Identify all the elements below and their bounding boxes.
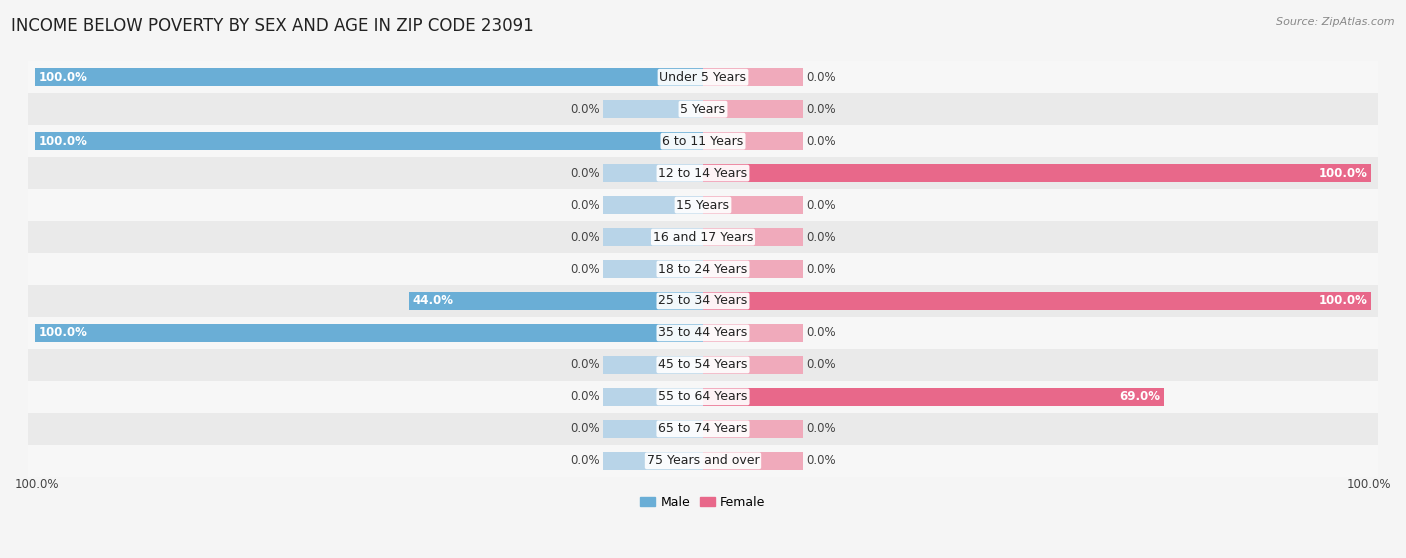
Bar [603, 164, 703, 182]
Text: 25 to 34 Years: 25 to 34 Years [658, 295, 748, 307]
Bar [28, 381, 1378, 413]
Text: 45 to 54 Years: 45 to 54 Years [658, 358, 748, 372]
Text: 18 to 24 Years: 18 to 24 Years [658, 262, 748, 276]
Bar [703, 228, 803, 246]
Bar [28, 61, 1378, 93]
Bar [603, 132, 703, 150]
Bar [603, 228, 703, 246]
Bar [603, 388, 703, 406]
Bar [603, 69, 703, 86]
Text: 65 to 74 Years: 65 to 74 Years [658, 422, 748, 435]
Bar [28, 221, 1378, 253]
Bar [703, 388, 1164, 406]
Text: 0.0%: 0.0% [807, 454, 837, 467]
Bar [35, 69, 703, 86]
Bar [35, 132, 703, 150]
Text: 0.0%: 0.0% [569, 262, 599, 276]
Text: 0.0%: 0.0% [569, 167, 599, 180]
Bar [703, 388, 803, 406]
Text: 0.0%: 0.0% [807, 262, 837, 276]
Text: 100.0%: 100.0% [1319, 295, 1368, 307]
Bar [28, 285, 1378, 317]
Bar [28, 413, 1378, 445]
Bar [703, 164, 1371, 182]
Text: 55 to 64 Years: 55 to 64 Years [658, 391, 748, 403]
Text: 100.0%: 100.0% [38, 326, 87, 339]
Text: 100.0%: 100.0% [38, 71, 87, 84]
Text: 0.0%: 0.0% [569, 422, 599, 435]
Bar [703, 292, 803, 310]
Text: 6 to 11 Years: 6 to 11 Years [662, 134, 744, 148]
Bar [603, 356, 703, 374]
Bar [28, 317, 1378, 349]
Bar [28, 445, 1378, 477]
Bar [703, 260, 803, 278]
Bar [703, 100, 803, 118]
Bar [603, 324, 703, 341]
Bar [28, 157, 1378, 189]
Text: 100.0%: 100.0% [38, 134, 87, 148]
Text: 0.0%: 0.0% [807, 199, 837, 211]
Bar [703, 452, 803, 470]
Text: 0.0%: 0.0% [569, 230, 599, 243]
Bar [703, 69, 803, 86]
Text: 15 Years: 15 Years [676, 199, 730, 211]
Text: 100.0%: 100.0% [15, 478, 59, 492]
Bar [703, 292, 1371, 310]
Text: Under 5 Years: Under 5 Years [659, 71, 747, 84]
Bar [28, 189, 1378, 221]
Bar [28, 93, 1378, 125]
Text: 0.0%: 0.0% [807, 103, 837, 116]
Bar [28, 125, 1378, 157]
Text: 16 and 17 Years: 16 and 17 Years [652, 230, 754, 243]
Text: 0.0%: 0.0% [807, 422, 837, 435]
Text: 0.0%: 0.0% [569, 454, 599, 467]
Text: 35 to 44 Years: 35 to 44 Years [658, 326, 748, 339]
Text: 0.0%: 0.0% [569, 199, 599, 211]
Bar [28, 349, 1378, 381]
Text: 100.0%: 100.0% [1319, 167, 1368, 180]
Bar [703, 132, 803, 150]
Legend: Male, Female: Male, Female [636, 491, 770, 514]
Bar [703, 164, 803, 182]
Bar [703, 196, 803, 214]
Text: 44.0%: 44.0% [412, 295, 454, 307]
Bar [703, 356, 803, 374]
Text: 0.0%: 0.0% [569, 391, 599, 403]
Bar [703, 420, 803, 437]
Text: 12 to 14 Years: 12 to 14 Years [658, 167, 748, 180]
Text: 5 Years: 5 Years [681, 103, 725, 116]
Text: 0.0%: 0.0% [807, 358, 837, 372]
Text: 0.0%: 0.0% [807, 230, 837, 243]
Bar [703, 324, 803, 341]
Text: Source: ZipAtlas.com: Source: ZipAtlas.com [1277, 17, 1395, 27]
Text: 100.0%: 100.0% [1347, 478, 1391, 492]
Text: 0.0%: 0.0% [569, 358, 599, 372]
Bar [603, 420, 703, 437]
Bar [35, 324, 703, 341]
Text: 69.0%: 69.0% [1119, 391, 1160, 403]
Bar [409, 292, 703, 310]
Text: 0.0%: 0.0% [807, 134, 837, 148]
Text: 75 Years and over: 75 Years and over [647, 454, 759, 467]
Text: INCOME BELOW POVERTY BY SEX AND AGE IN ZIP CODE 23091: INCOME BELOW POVERTY BY SEX AND AGE IN Z… [11, 17, 534, 35]
Bar [28, 253, 1378, 285]
Bar [603, 452, 703, 470]
Text: 0.0%: 0.0% [807, 71, 837, 84]
Text: 0.0%: 0.0% [569, 103, 599, 116]
Bar [603, 292, 703, 310]
Text: 0.0%: 0.0% [807, 326, 837, 339]
Bar [603, 196, 703, 214]
Bar [603, 100, 703, 118]
Bar [603, 260, 703, 278]
